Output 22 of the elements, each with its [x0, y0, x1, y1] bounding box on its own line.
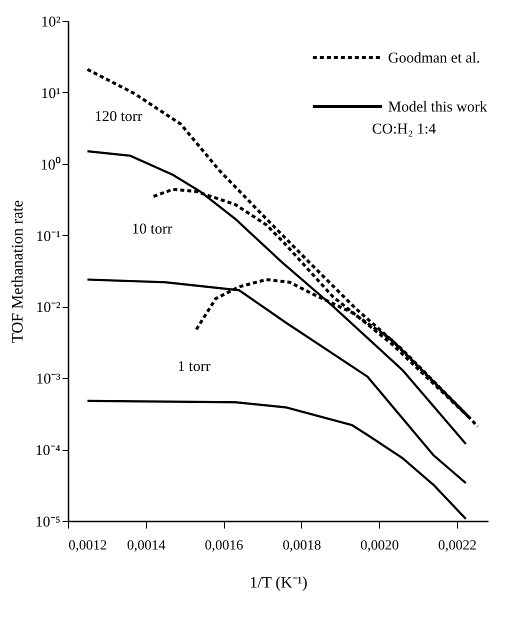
x-tick-label: 0,0012 — [68, 538, 107, 554]
legend-label: Model this work — [388, 100, 488, 116]
y-tick-label: 10⁻⁵ — [35, 514, 60, 530]
y-tick-label: 10⁻³ — [36, 372, 61, 388]
x-tick-label: 0,0020 — [360, 538, 399, 554]
annotation: 1 torr — [178, 359, 210, 375]
y-axis-title: TOF Methanation rate — [9, 200, 26, 343]
y-tick-label: 10² — [41, 14, 61, 30]
x-axis-title: 1/T (K⁻¹) — [250, 574, 308, 592]
annotation: 120 torr — [94, 109, 142, 125]
legend-label: Goodman et al. — [388, 50, 480, 66]
y-tick-label: 10⁻⁴ — [35, 443, 60, 460]
annotation: 10 torr — [132, 222, 172, 238]
annotation: CO:H₂ 1:4 — [372, 122, 436, 138]
x-tick-label: 0,0016 — [204, 538, 244, 554]
x-tick-label: 0,0014 — [127, 538, 166, 554]
y-tick-label: 10¹ — [41, 86, 60, 102]
x-tick-label: 0,0022 — [438, 538, 477, 554]
y-tick-label: 10⁻¹ — [36, 228, 60, 245]
y-tick-label: 10⁰ — [40, 156, 60, 174]
x-tick-label: 0,0018 — [282, 538, 322, 554]
y-tick-label: 10⁻² — [36, 300, 61, 316]
